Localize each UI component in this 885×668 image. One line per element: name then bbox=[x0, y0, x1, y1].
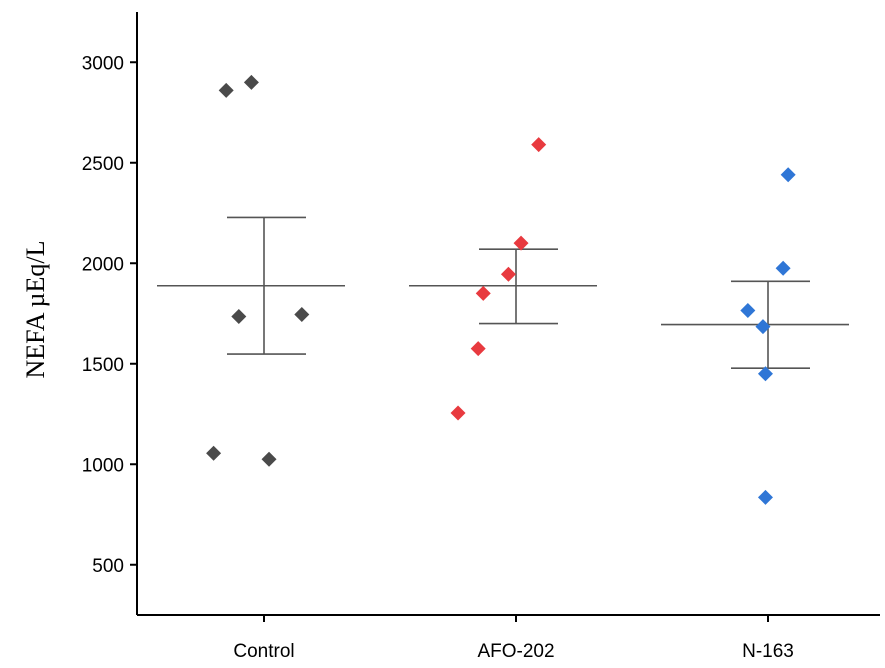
y-tick-label-3000: 3000 bbox=[82, 53, 124, 74]
data-point-control-3 bbox=[231, 309, 247, 325]
data-point-control-1 bbox=[218, 82, 234, 98]
data-point-n-163-2 bbox=[775, 260, 791, 276]
data-point-control-2 bbox=[243, 74, 259, 90]
x-tick-label-n-163: N-163 bbox=[742, 641, 794, 662]
data-point-control-6 bbox=[261, 451, 277, 467]
y-tick-label-1000: 1000 bbox=[82, 455, 124, 476]
data-point-n-163-5 bbox=[757, 366, 773, 382]
data-point-n-163-3 bbox=[740, 302, 756, 318]
tick-labels: 500 1000 1500 2000 2500 3000 Control AFO-202 N-1… bbox=[82, 53, 794, 662]
y-tick-label-2000: 2000 bbox=[82, 254, 124, 275]
x-tick-label-control: Control bbox=[233, 641, 294, 662]
axes bbox=[130, 12, 880, 622]
data-point-afo-202-4 bbox=[475, 285, 491, 301]
data-point-afo-202-6 bbox=[450, 405, 466, 421]
data-points bbox=[206, 74, 796, 505]
data-point-afo-202-1 bbox=[531, 137, 547, 153]
x-tick-label-afo-202: AFO-202 bbox=[477, 641, 554, 662]
y-axis-title: NEFA µEq/L bbox=[21, 241, 50, 379]
y-tick-label-500: 500 bbox=[92, 556, 124, 577]
data-point-afo-202-3 bbox=[500, 266, 516, 282]
y-tick-label-1500: 1500 bbox=[82, 355, 124, 376]
data-point-control-4 bbox=[294, 307, 310, 323]
data-point-n-163-1 bbox=[780, 167, 796, 183]
data-point-n-163-6 bbox=[757, 489, 773, 505]
data-point-afo-202-5 bbox=[470, 341, 486, 357]
data-point-n-163-4 bbox=[755, 319, 771, 335]
mean-sd-bars bbox=[157, 216, 849, 369]
data-point-afo-202-2 bbox=[513, 235, 529, 251]
data-point-control-5 bbox=[206, 445, 222, 461]
y-tick-label-2500: 2500 bbox=[82, 154, 124, 175]
